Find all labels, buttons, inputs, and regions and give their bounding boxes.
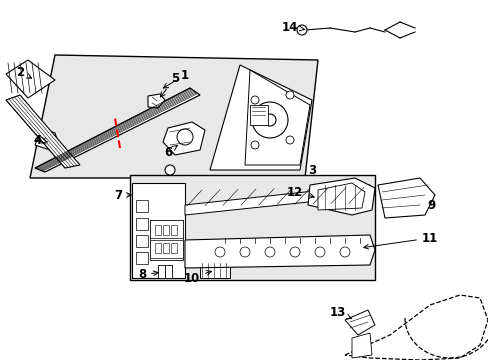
Circle shape bbox=[285, 136, 293, 144]
Polygon shape bbox=[130, 175, 374, 280]
Polygon shape bbox=[148, 94, 164, 108]
Text: 11: 11 bbox=[363, 231, 437, 249]
Polygon shape bbox=[30, 55, 317, 178]
Text: 1: 1 bbox=[163, 68, 189, 88]
Polygon shape bbox=[351, 333, 371, 358]
Polygon shape bbox=[35, 128, 58, 150]
Polygon shape bbox=[6, 60, 55, 98]
Circle shape bbox=[251, 102, 287, 138]
Circle shape bbox=[250, 96, 259, 104]
Bar bbox=[155, 225, 161, 235]
Text: 9: 9 bbox=[427, 198, 435, 212]
Text: 10: 10 bbox=[183, 271, 211, 284]
Circle shape bbox=[264, 114, 275, 126]
Circle shape bbox=[285, 91, 293, 99]
Circle shape bbox=[177, 129, 193, 145]
Polygon shape bbox=[209, 65, 311, 170]
Polygon shape bbox=[158, 265, 164, 278]
Circle shape bbox=[240, 247, 249, 257]
Bar bbox=[136, 218, 148, 230]
Polygon shape bbox=[6, 95, 80, 168]
Text: 5: 5 bbox=[160, 72, 179, 97]
Polygon shape bbox=[184, 235, 374, 268]
Polygon shape bbox=[164, 265, 172, 278]
Circle shape bbox=[164, 165, 175, 175]
Polygon shape bbox=[35, 88, 200, 172]
Bar bbox=[155, 243, 161, 253]
Bar bbox=[163, 225, 169, 235]
Polygon shape bbox=[200, 262, 229, 278]
Bar bbox=[171, 243, 177, 253]
Bar bbox=[136, 252, 148, 264]
Polygon shape bbox=[345, 295, 487, 360]
Text: 8: 8 bbox=[138, 269, 158, 282]
Text: 6: 6 bbox=[163, 145, 177, 158]
Bar bbox=[171, 225, 177, 235]
Circle shape bbox=[296, 25, 306, 35]
Circle shape bbox=[339, 247, 349, 257]
Circle shape bbox=[215, 247, 224, 257]
Text: 2: 2 bbox=[16, 66, 32, 78]
Circle shape bbox=[314, 247, 325, 257]
Polygon shape bbox=[345, 310, 374, 335]
Bar bbox=[136, 200, 148, 212]
Polygon shape bbox=[244, 70, 309, 165]
Text: 12: 12 bbox=[286, 185, 314, 198]
Bar bbox=[150, 240, 183, 258]
Polygon shape bbox=[184, 185, 374, 215]
Text: 4: 4 bbox=[34, 134, 47, 147]
Circle shape bbox=[264, 247, 274, 257]
Bar bbox=[136, 235, 148, 247]
Polygon shape bbox=[150, 220, 183, 260]
Polygon shape bbox=[132, 183, 184, 278]
Text: 13: 13 bbox=[329, 306, 351, 320]
Text: 14: 14 bbox=[281, 21, 304, 33]
Text: 7: 7 bbox=[114, 189, 131, 202]
Circle shape bbox=[250, 141, 259, 149]
Bar bbox=[163, 243, 169, 253]
Polygon shape bbox=[307, 178, 374, 215]
Circle shape bbox=[289, 247, 299, 257]
Text: 3: 3 bbox=[307, 163, 315, 176]
Polygon shape bbox=[163, 122, 204, 155]
Bar bbox=[150, 220, 183, 238]
Polygon shape bbox=[377, 178, 434, 218]
Polygon shape bbox=[317, 183, 364, 210]
Bar bbox=[249, 105, 267, 125]
